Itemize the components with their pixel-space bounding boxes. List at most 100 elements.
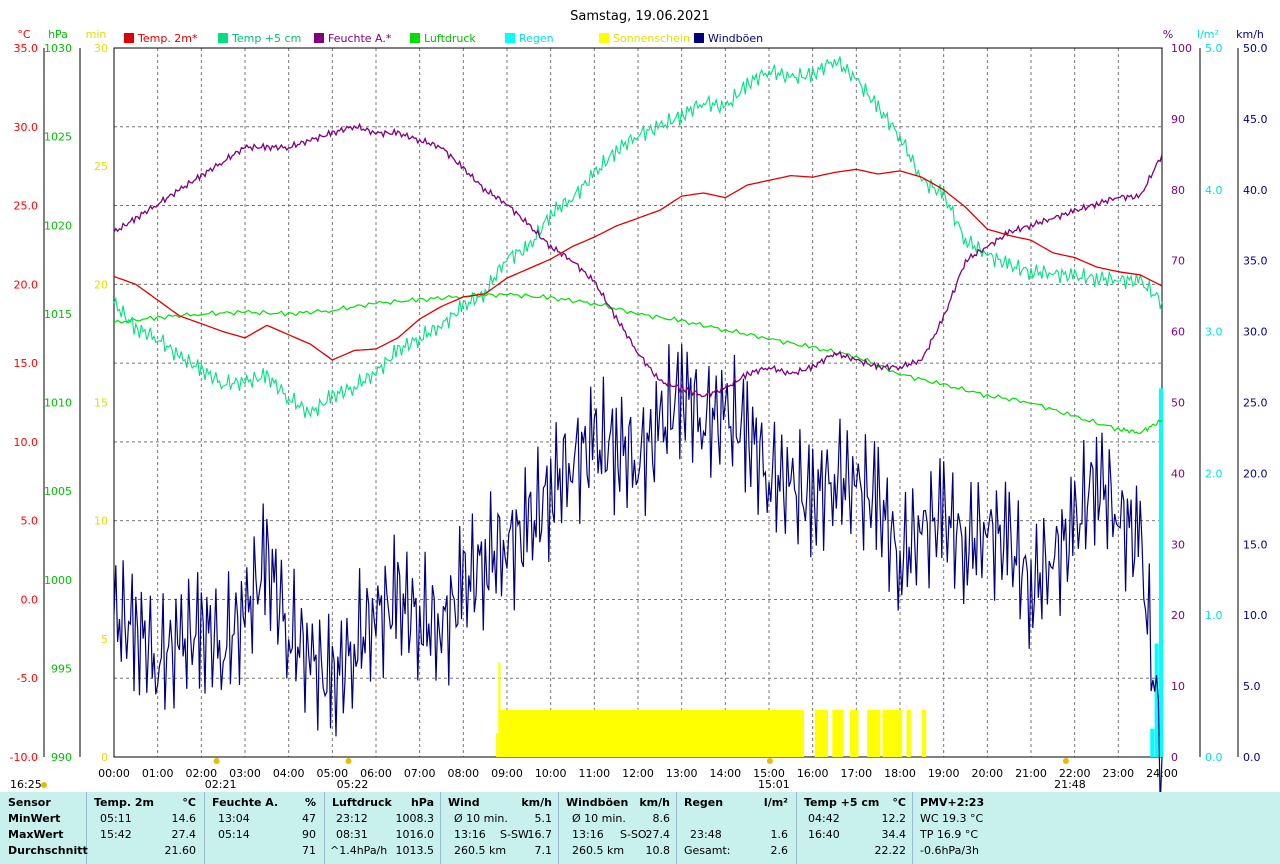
stats-trend: ^1.4hPa/h: [330, 844, 388, 857]
rain-tick-label: 5.0: [1205, 42, 1223, 55]
temp-tick-label: 15.0: [14, 357, 39, 370]
stats-time: 23:48: [690, 828, 722, 841]
stats-time: 15:42: [100, 828, 132, 841]
stats-value: 21.60: [164, 844, 197, 857]
sunshine-tick-label: 25: [94, 160, 108, 173]
legend: Temp. 2m* Temp +5 cm Feuchte A.* Luftdruck R…: [124, 32, 763, 45]
wind-tick-label: 40.0: [1243, 184, 1268, 197]
stats-value: 7.1: [534, 844, 553, 857]
series-line-temp5cm: [113, 56, 1163, 418]
x-tick-label: 00:00: [98, 767, 130, 780]
legend-label: Regen: [519, 32, 554, 45]
rain-bar: [1150, 728, 1155, 757]
sunshine-bar: [500, 709, 802, 757]
stats-head: Sensor: [8, 796, 51, 809]
temp-tick-label: 20.0: [14, 278, 39, 291]
stats-value: 27.4: [645, 828, 671, 841]
x-tick-label: 06:00: [360, 767, 392, 780]
weather-chart: Samstag, 19.06.2021 Temp. 2m* Temp +5 cm F…: [9, 9, 1268, 792]
temp-tick-label: -5.0: [17, 672, 38, 685]
event-markers: 02:21 05:22 15:01 21:48 16:25: [10, 757, 1086, 791]
pressure-tick-label: 1030: [44, 42, 72, 55]
pressure-unit-label: hPa: [48, 28, 68, 41]
sunshine-tick-label: 5: [101, 633, 108, 646]
x-tick-label: 09:00: [491, 767, 523, 780]
sunshine-bar: [882, 709, 903, 757]
x-tick-label: 12:00: [622, 767, 654, 780]
stats-value: 71: [302, 844, 316, 857]
stats-unit: %: [304, 796, 316, 809]
temp-tick-label: 35.0: [14, 42, 39, 55]
stats-head: Luftdruck: [332, 796, 392, 809]
x-tick-label: 24:00: [1146, 767, 1178, 780]
stats-windchill: WC 19.3 °C: [920, 812, 984, 825]
stats-total-label: Gesamt:: [684, 844, 731, 857]
stats-time: 05:11: [100, 812, 132, 825]
temp-tick-label: 25.0: [14, 200, 39, 213]
stats-col-gusts: Windböen km/h Ø 10 min. 8.6 13:16 S-SO 27.4 …: [558, 792, 677, 864]
stats-col-wind: Wind km/h Ø 10 min. 5.1 13:16 S-SW 16.7 260.…: [440, 792, 559, 864]
sun-marker-icon: [1062, 758, 1069, 764]
rain-tick-label: 0.0: [1205, 751, 1223, 764]
stats-unit: °C: [182, 796, 196, 809]
x-tick-label: 04:00: [273, 767, 305, 780]
stats-head: Regen: [684, 796, 724, 809]
stats-time: 08:31: [336, 828, 368, 841]
stats-head: PMV+2:23: [920, 796, 985, 809]
stats-col-pmv: PMV+2:23 WC 19.3 °C TP 16.9 °C -0.6hPa/3…: [912, 792, 1032, 864]
temp-tick-label: 5.0: [21, 515, 39, 528]
humidity-tick-label: 50: [1171, 397, 1185, 410]
stats-dist: 260.5 km: [572, 844, 625, 857]
marker-label: 02:21: [205, 778, 237, 791]
sunshine-tick-label: 30: [94, 42, 108, 55]
stats-value: 8.6: [652, 812, 671, 825]
sunshine-bar: [849, 709, 859, 757]
stats-col-rain: Regen l/m² 23:48 1.6 Gesamt: 2.6: [676, 792, 797, 864]
sunshine-bar: [921, 709, 927, 757]
x-tick-label: 03:00: [229, 767, 261, 780]
series-layer: [113, 56, 1163, 792]
sunshine-tick-label: 15: [94, 397, 108, 410]
x-tick-label: 17:00: [840, 767, 872, 780]
stats-tendency: -0.6hPa/3h: [920, 844, 979, 857]
stats-value: 2.6: [770, 844, 789, 857]
stats-time: 23:12: [336, 812, 368, 825]
stats-value: 22.22: [874, 844, 907, 857]
humidity-unit-label: %: [1163, 28, 1173, 41]
wind-tick-label: 20.0: [1243, 467, 1268, 480]
sunshine-bar: [832, 709, 844, 757]
wind-unit-label: km/h: [1236, 28, 1264, 41]
rain-bar: [1154, 643, 1159, 757]
series-line-luftdruck: [113, 292, 1163, 435]
pressure-tick-label: 1025: [44, 131, 72, 144]
wind-tick-label: 50.0: [1243, 42, 1268, 55]
legend-swatch: [314, 33, 324, 43]
sun-marker-icon: [766, 758, 773, 764]
x-tick-label: 11:00: [578, 767, 610, 780]
legend-swatch: [124, 33, 134, 43]
x-tick-label: 13:00: [666, 767, 698, 780]
x-tick-label: 14:00: [709, 767, 741, 780]
x-tick-label: 07:00: [404, 767, 436, 780]
humidity-tick-label: 90: [1171, 113, 1185, 126]
series-line-feuchte: [113, 122, 1163, 398]
stats-value: 16.7: [527, 828, 553, 841]
legend-swatch: [505, 33, 515, 43]
stats-value: 5.1: [534, 812, 553, 825]
stats-value: 1016.0: [395, 828, 435, 841]
pressure-tick-label: 995: [51, 662, 72, 675]
sunshine-bar: [496, 733, 499, 757]
stats-label-max: MaxWert: [8, 828, 64, 841]
stats-unit: °C: [892, 796, 906, 809]
stats-dist: 260.5 km: [454, 844, 507, 857]
rain-tick-label: 1.0: [1205, 609, 1223, 622]
pressure-tick-label: 1005: [44, 485, 72, 498]
humidity-tick-label: 20: [1171, 609, 1185, 622]
stats-unit: l/m²: [763, 796, 788, 809]
rain-tick-label: 2.0: [1205, 467, 1223, 480]
x-tick-label: 19:00: [928, 767, 960, 780]
stats-unit: km/h: [639, 796, 670, 809]
humidity-tick-label: 0: [1171, 751, 1178, 764]
legend-label: Temp +5 cm: [231, 32, 301, 45]
stats-value: 90: [302, 828, 316, 841]
